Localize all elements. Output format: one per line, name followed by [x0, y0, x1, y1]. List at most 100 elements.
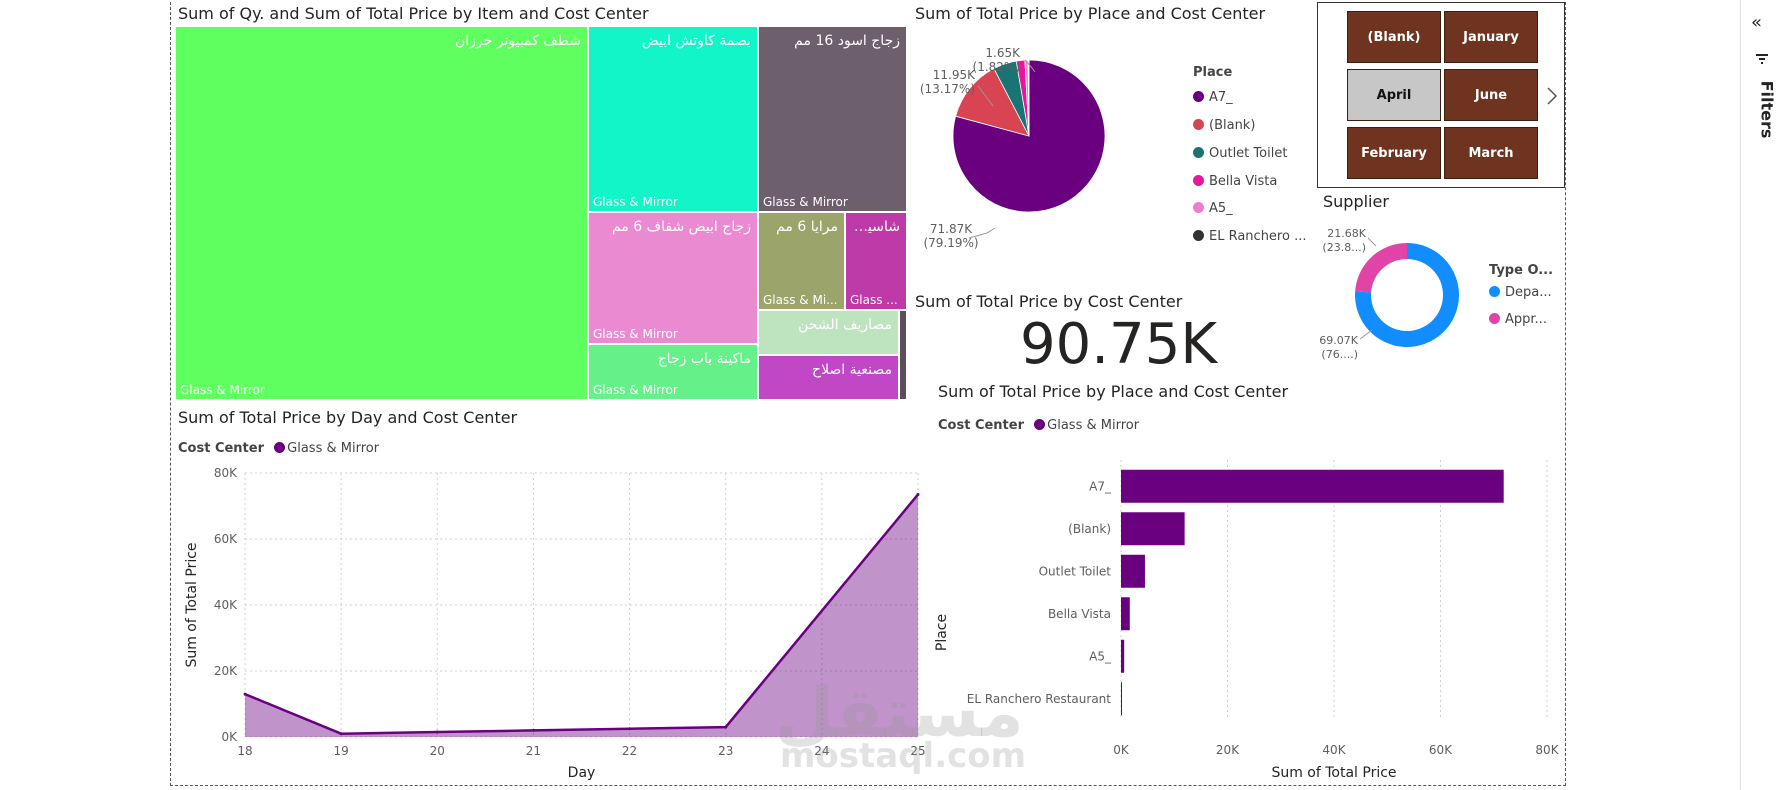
treemap-tile[interactable]: مصاريف الشحن — [759, 311, 900, 356]
legend-item[interactable]: (Blank) — [1193, 118, 1255, 133]
treemap-tile[interactable]: مصنعية اصلاح — [759, 356, 900, 401]
filters-label[interactable]: Filters — [1757, 80, 1777, 139]
legend-item[interactable]: A7_ — [1193, 90, 1233, 105]
tile-label: ماكينة باب زجاج — [657, 351, 751, 367]
x-tick-label: 20K — [1216, 743, 1240, 757]
area-chart[interactable]: 0K 20K 40K 60K 80K 18 19 20 21 22 23 24 25 Sum of To… — [170, 460, 940, 790]
pie-slice[interactable] — [955, 68, 1030, 137]
legend-item[interactable]: Bella Vista — [1193, 174, 1277, 189]
treemap[interactable]: شطف كمبيوتر خرزان Glass & Mirror بصمة كا… — [176, 27, 908, 401]
bar[interactable] — [1121, 469, 1504, 503]
x-tick-label: 23 — [718, 744, 733, 758]
treemap-tile[interactable]: زجاج ابيض شفاف 6 مم Glass & Mirror — [589, 213, 759, 345]
bar[interactable] — [1121, 639, 1125, 673]
data-point[interactable] — [531, 728, 535, 732]
bar-title: Sum of Total Price by Place and Cost Cen… — [938, 382, 1289, 401]
double-chevron-left-icon[interactable]: « — [1751, 12, 1763, 33]
legend-item[interactable]: A5_ — [1193, 201, 1233, 216]
treemap-title: Sum of Qy. and Sum of Total Price by Ite… — [178, 4, 649, 23]
pie-slice[interactable] — [1027, 59, 1030, 137]
filters-pane[interactable] — [1740, 0, 1779, 790]
slicer-button[interactable]: June — [1444, 69, 1538, 121]
pie-label: (79.19%) — [923, 236, 978, 250]
x-tick-label: 24 — [814, 744, 829, 758]
y-tick-label: 0K — [221, 730, 238, 744]
slicer-button-selected[interactable]: April — [1347, 69, 1441, 121]
x-tick-label: 20 — [430, 744, 445, 758]
month-slicer — [1317, 2, 1565, 188]
watermark-text: mostaql.com — [780, 736, 1027, 776]
donut-label: (23.8...) — [1322, 241, 1366, 254]
pie-label: (1.82%) — [973, 60, 1020, 74]
legend-dot-icon — [1193, 147, 1204, 158]
pie-chart[interactable]: 1.65K (1.82%) 11.95K (13.17%) 71.87K (79… — [905, 30, 1145, 260]
legend-dot-icon — [274, 442, 286, 453]
tile-sublabel: Glass ... — [850, 293, 898, 307]
tile-label: مصنعية اصلاح — [812, 362, 892, 378]
slicer-button[interactable]: March — [1444, 127, 1538, 179]
slicer-button[interactable]: January — [1444, 11, 1538, 63]
tile-sublabel: Glass & Mirror — [593, 327, 678, 341]
treemap-tile[interactable]: بصمة كاوتش ابيض Glass & Mirror — [589, 27, 759, 213]
filter-pane-icon[interactable] — [1755, 52, 1769, 66]
x-tick-label: 40K — [1322, 743, 1346, 757]
donut-slice[interactable] — [1355, 243, 1407, 293]
area-fill — [245, 494, 918, 737]
data-point[interactable] — [435, 730, 439, 734]
legend-dot-icon — [1193, 91, 1204, 102]
treemap-tile[interactable]: شطف كمبيوتر خرزان Glass & Mirror — [176, 27, 589, 401]
legend-item[interactable]: Depa... — [1489, 285, 1552, 300]
slicer-button[interactable]: (Blank) — [1347, 11, 1441, 63]
y-tick-label: Outlet Toilet — [1039, 564, 1112, 578]
donut-slice[interactable] — [1355, 243, 1459, 347]
card-title: Sum of Total Price by Cost Center — [915, 292, 1183, 311]
y-tick-label: (Blank) — [1068, 522, 1111, 536]
filters-label-wrap[interactable]: Filters — [1750, 78, 1776, 139]
data-point[interactable] — [628, 727, 632, 731]
x-tick-label: 60K — [1429, 743, 1453, 757]
bar[interactable] — [1121, 682, 1122, 716]
data-point[interactable] — [916, 492, 920, 496]
tile-sublabel: Glass & Mirror — [593, 383, 678, 397]
legend-item[interactable]: Glass & Mirror — [287, 441, 380, 456]
bar[interactable] — [1121, 554, 1145, 588]
pie-slice[interactable] — [952, 59, 1106, 213]
donut-label: 69.07K — [1319, 334, 1358, 347]
bar-y-axis-title: Place — [934, 614, 950, 651]
donut-chart[interactable]: 21.68K (23.8...) 69.07K (76....) — [1310, 222, 1460, 372]
tile-label: زجاج اسود 16 مم — [794, 33, 900, 49]
legend-dot-icon — [1193, 202, 1204, 213]
treemap-tile[interactable] — [900, 311, 908, 401]
legend-item[interactable]: EL Ranchero ... — [1193, 229, 1306, 244]
data-point[interactable] — [724, 725, 728, 729]
legend-item[interactable]: Outlet Toilet — [1193, 146, 1287, 161]
bar-x-axis-title: Sum of Total Price — [1271, 765, 1396, 781]
tile-label: شطف كمبيوتر خرزان — [455, 33, 581, 49]
treemap-tile[interactable]: ماكينة باب زجاج Glass & Mirror — [589, 345, 759, 401]
y-tick-label: A5_ — [1089, 649, 1112, 663]
y-tick-label: EL Ranchero Restaurant — [967, 692, 1112, 706]
x-tick-label: 22 — [622, 744, 637, 758]
tile-label: مصاريف الشحن — [798, 317, 892, 333]
donut-label: (76....) — [1321, 348, 1358, 361]
tile-sublabel: Glass & Mirror — [593, 195, 678, 209]
bar[interactable] — [1121, 512, 1185, 546]
y-tick-label: Bella Vista — [1048, 607, 1111, 621]
slicer-button[interactable]: February — [1347, 127, 1441, 179]
x-tick-label: 19 — [334, 744, 349, 758]
tile-sublabel: Glass & Mi... — [763, 293, 838, 307]
treemap-tile[interactable]: شاسيه... Glass ... — [846, 213, 908, 311]
tile-label: شاسيه... — [852, 219, 900, 235]
bar-chart[interactable]: 0K 20K 40K 60K 80K A7_ (Blank) Outlet Toilet Be… — [930, 440, 1566, 785]
legend-item[interactable]: Glass & Mirror — [1047, 418, 1140, 433]
data-point[interactable] — [339, 732, 343, 736]
treemap-tile[interactable]: مرايا 6 مم Glass & Mi... — [759, 213, 846, 311]
legend-item[interactable]: Appr... — [1489, 312, 1547, 327]
bar[interactable] — [1121, 597, 1130, 631]
chevron-right-icon[interactable] — [1545, 86, 1559, 106]
report-canvas — [170, 2, 1566, 786]
treemap-tile[interactable]: زجاج اسود 16 مم Glass & Mirror — [759, 27, 908, 213]
legend-dot-icon — [1489, 313, 1500, 324]
data-point[interactable] — [243, 692, 247, 696]
y-tick-label: 60K — [214, 532, 238, 546]
